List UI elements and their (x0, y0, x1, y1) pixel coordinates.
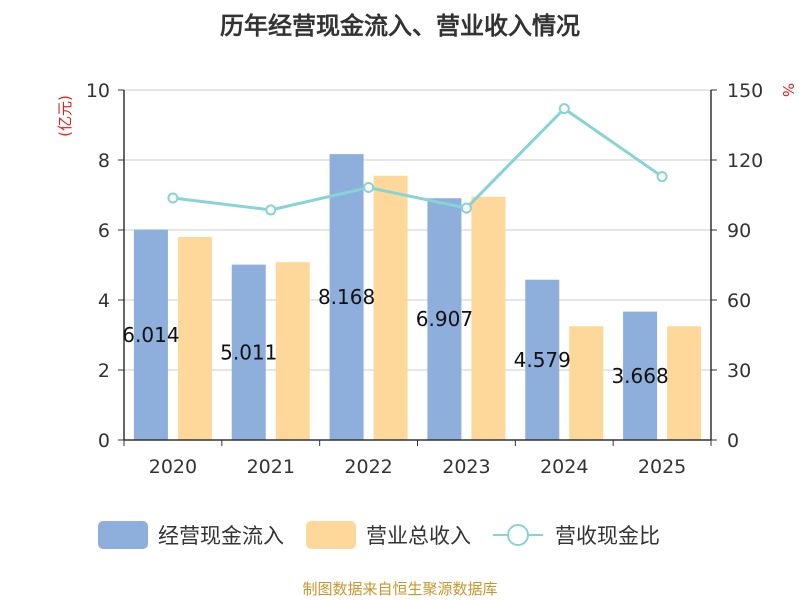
bar-value-label: 8.168 (318, 285, 375, 309)
left-tick-label: 10 (86, 80, 110, 102)
ratio-point (460, 202, 472, 214)
bar-revenue (667, 326, 702, 440)
legend-swatch-cash-inflow (98, 521, 148, 549)
bar-value-label: 5.011 (220, 340, 277, 364)
legend-swatch-ratio-marker (507, 524, 529, 546)
left-tick-label: 4 (98, 290, 110, 312)
bar-cash-inflow (427, 198, 462, 440)
left-tick-label: 6 (98, 220, 110, 242)
chart-title: 历年经营现金流入、营业收入情况 (220, 12, 580, 40)
left-tick-label: 2 (98, 360, 110, 382)
ratio-point (558, 103, 570, 115)
right-tick-label: 0 (727, 430, 739, 452)
source-footer: 制图数据来自恒生聚源数据库 (302, 580, 498, 598)
legend-label: 营收现金比 (555, 524, 660, 548)
x-tick-label: 2020 (149, 456, 197, 478)
legend-swatch-revenue (306, 521, 356, 549)
legend-label: 营业总收入 (366, 524, 471, 548)
bar-revenue (177, 237, 212, 440)
ratio-line (172, 106, 663, 212)
x-tick-label: 2023 (442, 456, 490, 478)
right-tick-label: 30 (727, 360, 751, 382)
bar-cash-inflow (329, 154, 364, 440)
left-unit-label: (亿元) (56, 95, 74, 137)
ratio-point (265, 204, 277, 216)
right-unit-label: % (779, 83, 797, 97)
ratio-point (167, 192, 179, 204)
bar-cash-inflow (623, 311, 658, 440)
bar-value-label: 6.907 (416, 307, 473, 331)
legend-label: 经营现金流入 (158, 524, 284, 548)
right-tick-label: 60 (727, 290, 751, 312)
bar-cash-inflow (133, 229, 168, 440)
right-tick-label: 150 (727, 80, 763, 102)
right-tick-label: 120 (727, 150, 763, 172)
x-tick-label: 2025 (638, 456, 686, 478)
x-tick-label: 2022 (344, 456, 392, 478)
bar-revenue (373, 175, 408, 440)
ratio-point (656, 171, 668, 183)
bar-value-label: 4.579 (514, 348, 571, 372)
bar-revenue (275, 262, 310, 440)
x-tick-label: 2024 (540, 456, 588, 478)
bar-revenue (471, 196, 506, 440)
bar-value-label: 6.014 (122, 323, 179, 347)
bar-cash-inflow (525, 279, 560, 440)
left-tick-label: 0 (98, 430, 110, 452)
x-tick-label: 2021 (247, 456, 295, 478)
ratio-point (363, 182, 375, 194)
right-tick-label: 90 (727, 220, 751, 242)
bar-revenue (569, 326, 604, 440)
left-tick-label: 8 (98, 150, 110, 172)
bar-value-label: 3.668 (611, 364, 668, 388)
bar-cash-inflow (231, 264, 266, 440)
